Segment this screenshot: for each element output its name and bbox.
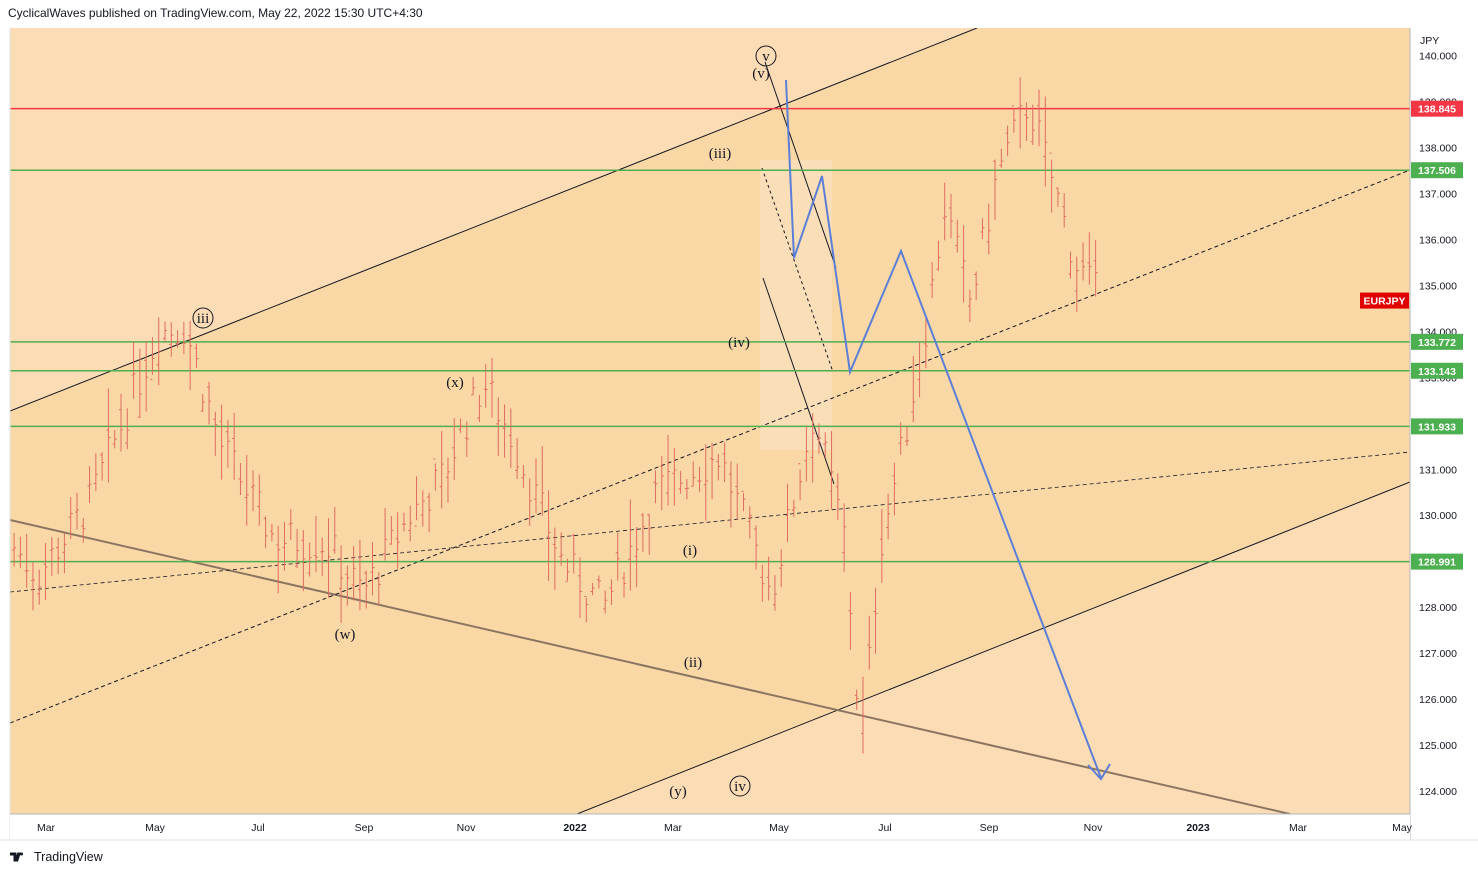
wedge-lower-line — [762, 277, 835, 485]
wave-circle — [729, 775, 751, 797]
wave-label: (x) — [446, 375, 464, 391]
dashed-trendline-steep — [10, 169, 1410, 724]
downtrend-line — [10, 519, 1291, 814]
wave-circle — [755, 45, 777, 67]
projection-zone — [760, 160, 832, 450]
price-tick-label: 127.000 — [1419, 648, 1457, 660]
tradingview-brand: TradingView — [34, 850, 103, 864]
wave-labels: iii (w) (x) (y) iv (i) (ii) (iii) (iv) (v)v — [192, 45, 777, 800]
wedge-upper-line — [764, 61, 837, 269]
price-level-badge — [1411, 553, 1463, 570]
currency-label: JPY — [1420, 35, 1439, 47]
wave-label: (w) — [335, 627, 356, 643]
price-level-label: 128.991 — [1418, 557, 1456, 569]
wave-label: (y) — [669, 784, 687, 800]
price-level-label: 131.933 — [1418, 421, 1456, 433]
time-tick-label: Sep — [980, 822, 999, 834]
time-axis[interactable]: Mar May Jul Sep Nov 2022 Mar May Jul Sep Nov 2023 Ma… — [0, 813, 1478, 841]
price-tick-label: 137.000 — [1419, 188, 1457, 200]
time-tick-label: 2023 — [1186, 822, 1210, 834]
price-level-label: 137.506 — [1418, 165, 1456, 177]
price-tick-label: 124.000 — [1419, 786, 1457, 798]
price-tick-label: 125.000 — [1419, 740, 1457, 752]
wave-label: (i) — [683, 543, 697, 559]
lower-channel-line — [576, 481, 1410, 814]
time-axis-background — [10, 814, 1410, 840]
time-tick-label: Mar — [664, 822, 683, 834]
time-tick-label: Jul — [878, 822, 891, 834]
price-axis[interactable]: JPY140.000139.000138.000137.000136.00013… — [9, 28, 1478, 840]
wave-label: (iv) — [728, 335, 750, 351]
projection-arrowhead — [1087, 763, 1111, 781]
price-level-label: 133.772 — [1418, 337, 1456, 349]
time-tick-label: Mar — [1289, 822, 1308, 834]
wave-label: (ii) — [684, 655, 702, 671]
price-tick-label: 128.000 — [1419, 602, 1457, 614]
time-tick-label: May — [769, 822, 790, 834]
price-level-badge — [1411, 100, 1463, 117]
time-tick-label: 2022 — [563, 822, 587, 834]
wedge-midline — [761, 167, 834, 373]
wave-label: iv — [734, 779, 746, 795]
wave-circle — [192, 307, 214, 329]
price-level-badge — [1411, 418, 1463, 435]
price-tick-label: 126.000 — [1419, 694, 1457, 706]
time-tick-label: Nov — [457, 822, 476, 834]
symbol-badge-label: EURJPY — [1363, 296, 1405, 308]
candles — [12, 77, 1098, 754]
publisher-header: CyclicalWaves published on TradingView.c… — [8, 6, 423, 20]
price-level-badge — [1411, 333, 1463, 350]
time-tick-label: May — [1392, 822, 1413, 834]
channel-band — [10, 28, 1410, 814]
price-tick-label: 130.000 — [1419, 510, 1457, 522]
wave-label: v — [762, 49, 770, 65]
symbol-badge — [1360, 292, 1409, 309]
tradingview-footer[interactable]: TradingView — [10, 850, 103, 864]
price-level-badge — [1411, 362, 1463, 379]
wave-label: (v) — [752, 66, 770, 82]
time-tick-label: May — [145, 822, 166, 834]
price-tick-label: 140.000 — [1419, 51, 1457, 63]
price-level-badge — [1411, 162, 1463, 179]
wave-label: iii — [197, 311, 210, 327]
price-tick-label: 135.000 — [1419, 280, 1457, 292]
price-tick-label: 136.000 — [1419, 234, 1457, 246]
dashed-trendline-flat — [10, 451, 1410, 593]
wave-label: (iii) — [709, 146, 732, 162]
time-tick-label: Jul — [251, 822, 264, 834]
time-tick-label: Mar — [37, 822, 56, 834]
price-tick-label: 131.000 — [1419, 464, 1457, 476]
tradingview-logo-icon — [10, 852, 23, 862]
price-level-label: 138.845 — [1418, 104, 1456, 116]
time-tick-label: Sep — [355, 822, 374, 834]
price-level-label: 133.143 — [1418, 366, 1456, 378]
price-tick-label: 138.000 — [1419, 143, 1457, 155]
projection-path — [785, 79, 1102, 779]
time-tick-label: Nov — [1084, 822, 1103, 834]
